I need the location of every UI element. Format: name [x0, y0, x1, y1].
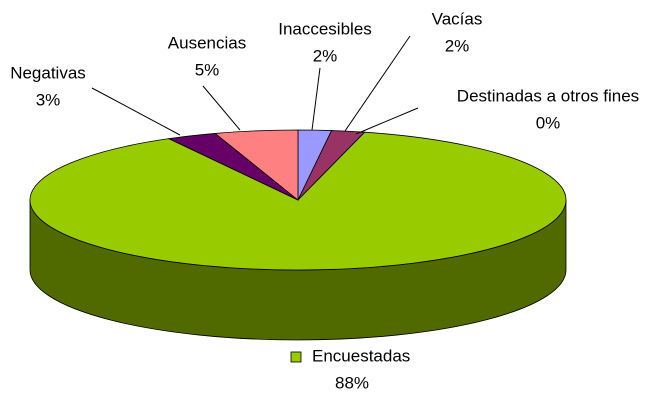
pie-slice: [29, 131, 567, 271]
leader-line: [91, 87, 181, 136]
slice-label: Encuestadas: [312, 346, 410, 365]
legend-key: [290, 351, 302, 363]
slice-label: Destinadas a otros fines: [457, 86, 639, 105]
leader-line: [311, 67, 321, 131]
slice-value: 3%: [36, 90, 61, 109]
leader-line: [344, 35, 411, 132]
leader-line: [355, 107, 419, 135]
slice-value: 2%: [313, 46, 338, 65]
slice-label: Ausencias: [168, 33, 246, 52]
leader-line: [202, 85, 241, 131]
slice-label: Negativas: [10, 63, 86, 82]
slice-value: 0%: [536, 113, 561, 132]
slice-label: Inaccesibles: [278, 19, 372, 38]
pie-slice: [214, 129, 299, 201]
slice-value: 2%: [445, 36, 470, 55]
slice-value: 88%: [335, 373, 369, 392]
slice-label: Vacías: [432, 9, 483, 28]
slice-value: 5%: [195, 60, 220, 79]
